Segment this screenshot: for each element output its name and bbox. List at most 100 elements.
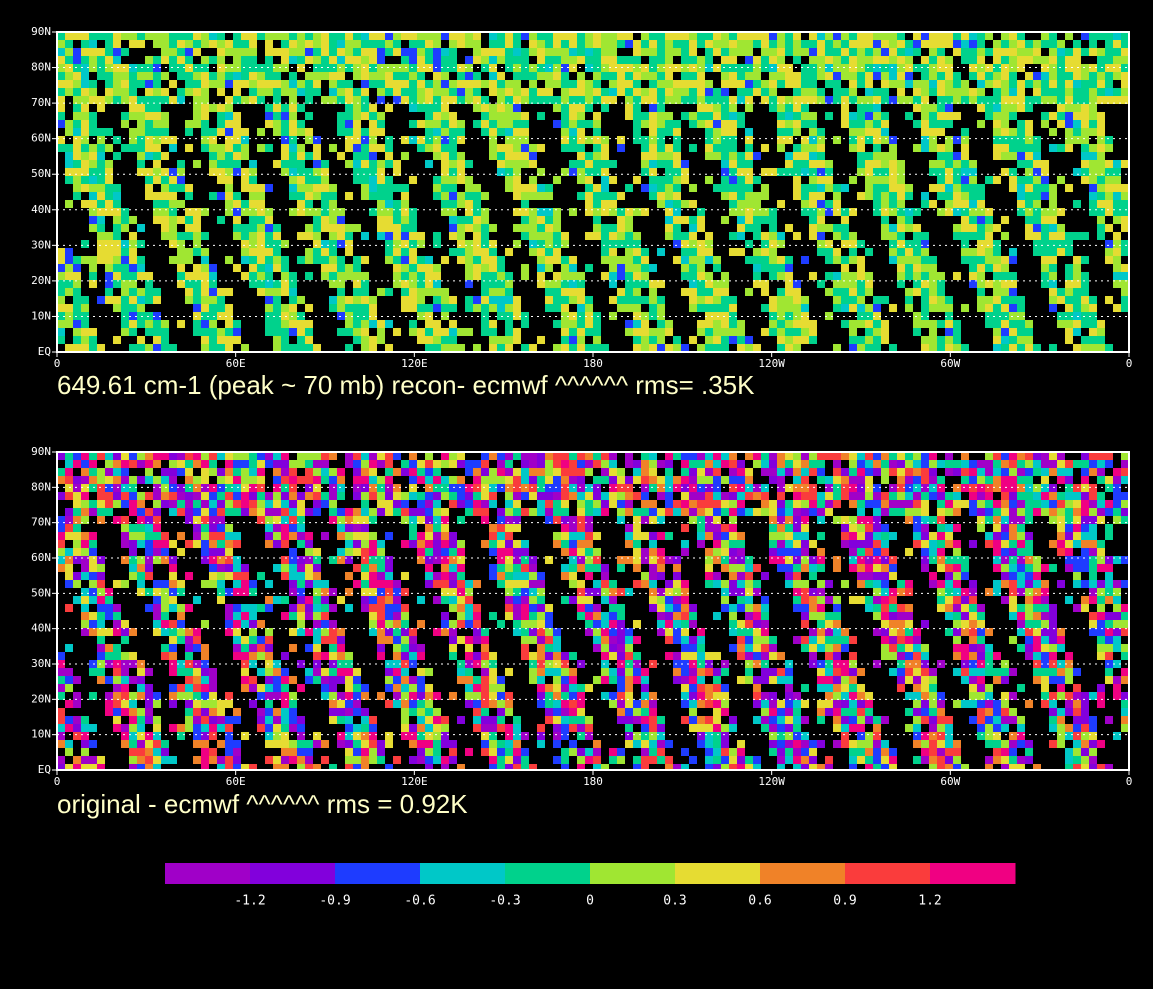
map-cell <box>985 72 993 80</box>
map-cell <box>65 48 73 56</box>
map-cell <box>273 256 281 264</box>
map-cell <box>473 224 481 232</box>
map-cell <box>961 184 969 192</box>
map-cell <box>449 492 457 500</box>
map-cell <box>729 104 737 112</box>
map-cell <box>1113 168 1121 176</box>
map-cell <box>441 56 449 64</box>
map-cell <box>273 304 281 312</box>
map-cell <box>1033 216 1041 224</box>
map-cell <box>953 192 961 200</box>
map-cell <box>361 532 369 540</box>
map-cell <box>657 80 665 88</box>
map-cell <box>465 460 473 468</box>
map-cell <box>1025 192 1033 200</box>
map-cell <box>897 468 905 476</box>
map-cell <box>961 128 969 136</box>
map-cell <box>153 80 161 88</box>
map-cell <box>721 112 729 120</box>
map-cell <box>633 56 641 64</box>
map-cell <box>1105 256 1113 264</box>
map-cell <box>177 452 185 460</box>
map-cell <box>1105 296 1113 304</box>
map-cell <box>201 112 209 120</box>
map-cell <box>705 500 713 508</box>
lat-tick-label: 20N <box>31 274 51 287</box>
map-cell <box>753 508 761 516</box>
map-cell <box>1081 272 1089 280</box>
map-cell <box>305 40 313 48</box>
map-cell <box>481 296 489 304</box>
map-cell <box>1057 548 1065 556</box>
map-cell <box>265 460 273 468</box>
map-cell <box>817 144 825 152</box>
map-cell <box>913 232 921 240</box>
map-cell <box>329 88 337 96</box>
map-cell <box>129 320 137 328</box>
map-cell <box>225 176 233 184</box>
map-cell <box>169 168 177 176</box>
map-cell <box>441 476 449 484</box>
map-cell <box>81 32 89 40</box>
map-cell <box>737 112 745 120</box>
map-cell <box>313 476 321 484</box>
map-cell <box>777 232 785 240</box>
map-cell <box>105 72 113 80</box>
map-cell <box>201 320 209 328</box>
map-cell <box>857 532 865 540</box>
map-cell <box>1033 232 1041 240</box>
map-cell <box>441 304 449 312</box>
map-cell <box>521 232 529 240</box>
map-cell <box>1009 48 1017 56</box>
map-cell <box>225 452 233 460</box>
map-cell <box>513 548 521 556</box>
map-cell <box>137 556 145 564</box>
map-cell <box>353 320 361 328</box>
map-cell <box>81 540 89 548</box>
map-cell <box>833 136 841 144</box>
map-cell <box>377 328 385 336</box>
map-cell <box>185 128 193 136</box>
map-cell <box>65 452 73 460</box>
map-cell <box>137 32 145 40</box>
map-cell <box>89 540 97 548</box>
map-cell <box>1121 80 1129 88</box>
map-cell <box>985 304 993 312</box>
map-cell <box>721 272 729 280</box>
map-cell <box>249 468 257 476</box>
map-cell <box>793 128 801 136</box>
map-cell <box>569 492 577 500</box>
map-cell <box>417 508 425 516</box>
map-cell <box>321 208 329 216</box>
map-cell <box>81 72 89 80</box>
map-cell <box>457 476 465 484</box>
map-cell <box>433 240 441 248</box>
map-cell <box>793 176 801 184</box>
map-cell <box>865 128 873 136</box>
map-cell <box>657 336 665 344</box>
map-cell <box>393 72 401 80</box>
map-cell <box>81 452 89 460</box>
map-cell <box>705 492 713 500</box>
map-cell <box>617 240 625 248</box>
map-cell <box>529 476 537 484</box>
map-cell <box>113 476 121 484</box>
map-cell <box>817 184 825 192</box>
map-cell <box>273 80 281 88</box>
map-cell <box>1097 344 1105 352</box>
map-cell <box>761 500 769 508</box>
map-cell <box>369 460 377 468</box>
map-cell <box>289 508 297 516</box>
map-cell <box>929 120 937 128</box>
map-cell <box>729 460 737 468</box>
map-cell <box>273 540 281 548</box>
map-cell <box>977 288 985 296</box>
map-cell <box>1049 128 1057 136</box>
map-cell <box>249 232 257 240</box>
map-cell <box>137 168 145 176</box>
map-cell <box>945 208 953 216</box>
map-cell <box>857 72 865 80</box>
map-cell <box>481 192 489 200</box>
map-cell <box>1105 208 1113 216</box>
map-cell <box>857 468 865 476</box>
